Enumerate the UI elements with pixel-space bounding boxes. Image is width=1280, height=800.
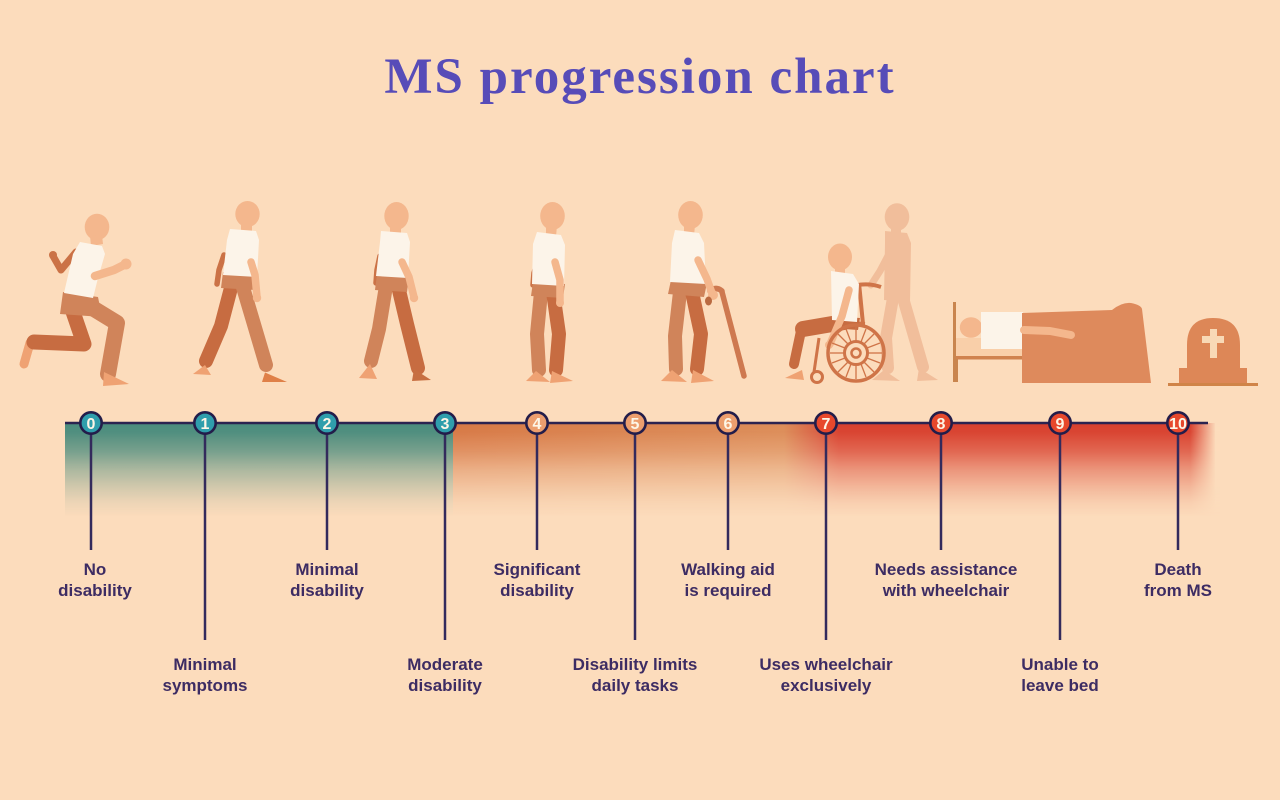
svg-text:6: 6 (724, 416, 733, 433)
svg-text:10: 10 (1169, 416, 1187, 433)
svg-text:5: 5 (631, 416, 640, 433)
svg-text:7: 7 (822, 416, 831, 433)
svg-text:1: 1 (201, 416, 210, 433)
svg-text:4: 4 (533, 416, 542, 433)
svg-text:2: 2 (323, 416, 332, 433)
svg-text:0: 0 (87, 416, 96, 433)
svg-text:8: 8 (937, 416, 946, 433)
svg-text:9: 9 (1056, 416, 1065, 433)
svg-text:3: 3 (441, 416, 450, 433)
